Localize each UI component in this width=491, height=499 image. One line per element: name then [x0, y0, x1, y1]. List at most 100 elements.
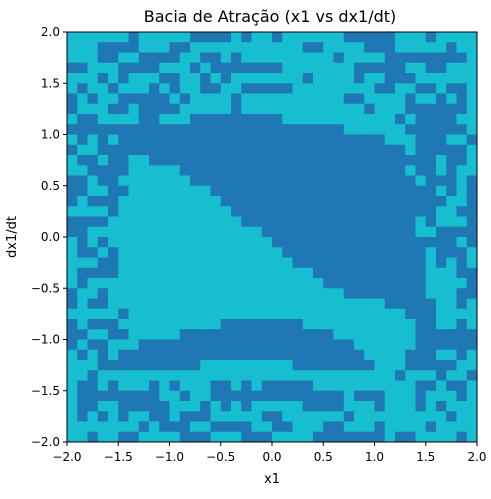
- heatmap-cell: [466, 155, 478, 166]
- heatmap-cell: [292, 380, 304, 392]
- heatmap-cell: [272, 42, 283, 53]
- heatmap-cell: [292, 185, 304, 197]
- heatmap-cell: [108, 267, 119, 279]
- heatmap-cell: [384, 134, 396, 146]
- heatmap-cell: [77, 52, 88, 64]
- heatmap-cell: [425, 421, 437, 433]
- heatmap-cell: [282, 288, 293, 299]
- heatmap-cell: [179, 165, 191, 176]
- heatmap-cell: [272, 401, 283, 412]
- heatmap-cell: [384, 175, 396, 187]
- heatmap-cell: [456, 196, 468, 207]
- heatmap-cell: [323, 83, 334, 94]
- heatmap-cell: [200, 206, 211, 217]
- heatmap-cell: [231, 185, 242, 197]
- heatmap-cell: [138, 93, 150, 105]
- heatmap-cell: [261, 401, 273, 412]
- heatmap-cell: [415, 339, 427, 351]
- heatmap-cell: [282, 103, 293, 115]
- heatmap-cell: [436, 267, 447, 279]
- heatmap-cell: [354, 206, 365, 217]
- heatmap-cell: [67, 431, 78, 443]
- heatmap-cell: [138, 103, 150, 115]
- heatmap-cell: [231, 411, 242, 422]
- heatmap-cell: [415, 185, 427, 197]
- heatmap-cell: [446, 411, 457, 422]
- heatmap-cell: [261, 339, 273, 351]
- heatmap-cell: [405, 278, 416, 289]
- heatmap-cell: [159, 83, 170, 94]
- heatmap-cell: [354, 216, 365, 228]
- heatmap-cell: [272, 298, 283, 310]
- heatmap-cell: [292, 329, 304, 340]
- heatmap-cell: [67, 73, 78, 84]
- heatmap-cell: [179, 124, 191, 135]
- x-tick-label: −0.5: [206, 450, 235, 464]
- heatmap-cell: [446, 360, 457, 371]
- heatmap-cell: [456, 390, 468, 402]
- heatmap-cell: [405, 165, 416, 176]
- heatmap-cell: [179, 185, 191, 197]
- heatmap-cell: [466, 52, 478, 64]
- heatmap-cell: [272, 339, 283, 351]
- heatmap-cell: [374, 247, 386, 258]
- heatmap-cell: [313, 308, 324, 320]
- heatmap-cell: [179, 411, 191, 422]
- heatmap-cell: [272, 103, 283, 115]
- heatmap-cell: [415, 288, 427, 299]
- heatmap-cell: [118, 431, 129, 443]
- heatmap-cell: [251, 144, 263, 156]
- heatmap-cell: [220, 134, 232, 146]
- heatmap-cell: [302, 73, 314, 84]
- heatmap-cell: [138, 144, 150, 156]
- heatmap-cell: [405, 155, 416, 166]
- heatmap-cell: [282, 226, 293, 238]
- y-tick-label: −1.5: [31, 384, 60, 398]
- heatmap-cell: [456, 339, 468, 351]
- heatmap-cell: [138, 390, 150, 402]
- heatmap-cell: [169, 421, 181, 433]
- heatmap-cell: [200, 267, 211, 279]
- heatmap-cell: [159, 144, 170, 156]
- heatmap-cell: [128, 349, 140, 361]
- heatmap-cell: [97, 288, 109, 299]
- heatmap-cell: [333, 339, 345, 351]
- heatmap-cell: [210, 196, 222, 207]
- heatmap-cell: [67, 226, 78, 238]
- heatmap-cell: [323, 216, 334, 228]
- heatmap-cell: [108, 196, 119, 207]
- heatmap-cell: [425, 83, 437, 94]
- heatmap-cell: [436, 431, 447, 443]
- heatmap-cell: [364, 134, 375, 146]
- heatmap-cell: [395, 360, 406, 371]
- heatmap-cell: [323, 185, 334, 197]
- heatmap-cell: [405, 134, 416, 146]
- heatmap-cell: [364, 370, 375, 381]
- heatmap-cell: [231, 42, 242, 53]
- heatmap-cell: [395, 226, 406, 238]
- heatmap-cell: [272, 62, 283, 74]
- heatmap-cell: [231, 339, 242, 351]
- heatmap-cell: [425, 103, 437, 115]
- heatmap-cell: [261, 237, 273, 248]
- heatmap-cell: [323, 349, 334, 361]
- heatmap-cell: [179, 329, 191, 340]
- heatmap-cell: [108, 380, 119, 392]
- heatmap-cell: [313, 216, 324, 228]
- heatmap-cell: [323, 196, 334, 207]
- heatmap-cell: [159, 237, 170, 248]
- heatmap-cell: [179, 339, 191, 351]
- heatmap-cell: [425, 185, 437, 197]
- heatmap-cell: [354, 308, 365, 320]
- heatmap-cell: [456, 165, 468, 176]
- heatmap-cell: [67, 298, 78, 310]
- heatmap-cell: [333, 216, 345, 228]
- heatmap-cell: [87, 165, 99, 176]
- heatmap-cell: [333, 401, 345, 412]
- heatmap-cell: [313, 237, 324, 248]
- heatmap-cell: [200, 185, 211, 197]
- heatmap-cell: [210, 42, 222, 53]
- heatmap-cell: [272, 83, 283, 94]
- heatmap-cell: [405, 411, 416, 422]
- heatmap-cell: [456, 52, 468, 64]
